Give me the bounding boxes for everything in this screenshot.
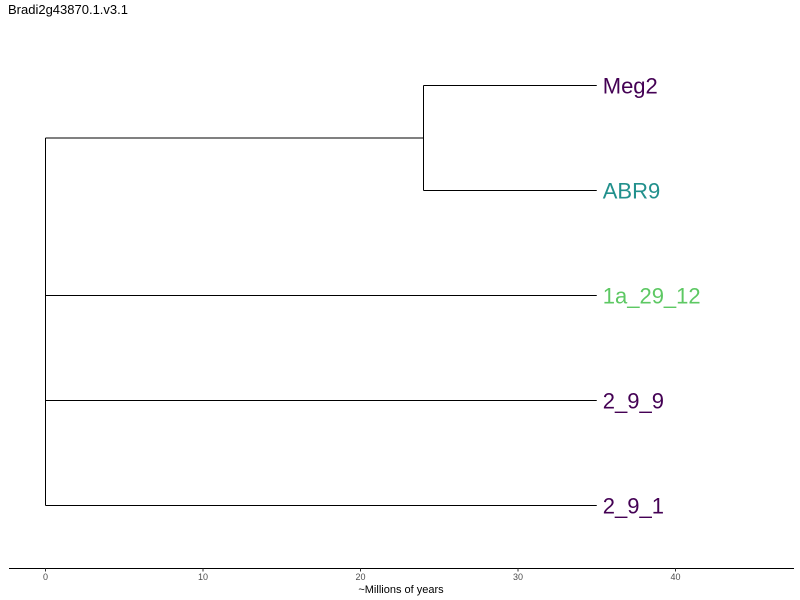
tick-label-10: 10	[198, 572, 208, 582]
tip-labels: Meg2 ABR9 1a_29_12 2_9_9 2_9_1	[603, 74, 701, 519]
x-axis-label: ~Millions of years	[358, 584, 444, 596]
tip-label-Meg2: Meg2	[603, 74, 658, 99]
tick-label-20: 20	[355, 572, 365, 582]
tip-label-1a_29_12: 1a_29_12	[603, 284, 701, 309]
tick-label-30: 30	[513, 572, 523, 582]
tip-label-2_9_9: 2_9_9	[603, 389, 664, 414]
tree-branches	[45, 85, 597, 506]
tick-label-40: 40	[670, 572, 680, 582]
tick-label-0: 0	[43, 572, 48, 582]
tip-label-ABR9: ABR9	[603, 179, 660, 204]
chart-title: Bradi2g43870.1.v3.1	[8, 2, 128, 17]
tip-label-2_9_1: 2_9_1	[603, 494, 664, 519]
x-axis-ticks: 0 10 20 30 40	[43, 568, 681, 582]
